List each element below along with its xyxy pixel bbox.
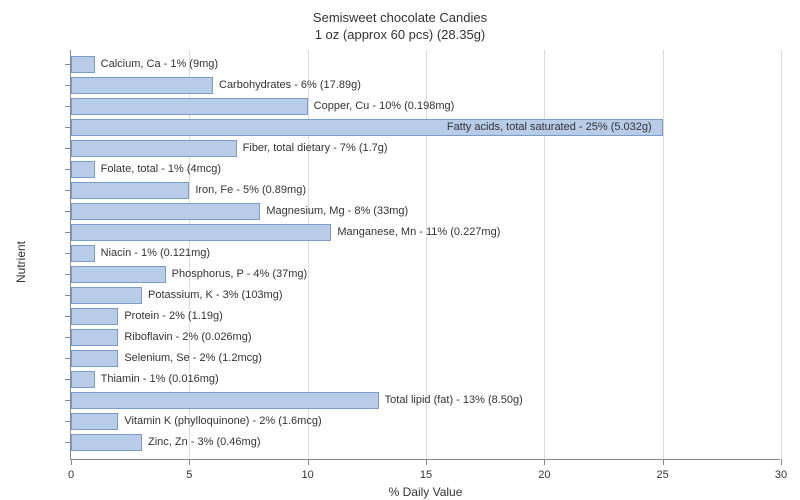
x-tick	[71, 459, 72, 465]
plot-area: Nutrient % Daily Value 051015202530Calci…	[70, 50, 780, 460]
bar	[71, 98, 308, 115]
bar	[71, 413, 118, 430]
bar	[71, 350, 118, 367]
bar-label: Folate, total - 1% (4mcg)	[101, 161, 221, 178]
y-axis-label: Nutrient	[14, 240, 28, 282]
x-tick	[544, 459, 545, 465]
bar-label: Niacin - 1% (0.121mg)	[101, 245, 210, 262]
bar-label: Iron, Fe - 5% (0.89mg)	[195, 182, 306, 199]
bar	[71, 308, 118, 325]
chart-container: Semisweet chocolate Candies 1 oz (approx…	[0, 0, 800, 500]
bar-label: Riboflavin - 2% (0.026mg)	[124, 329, 251, 346]
bar	[71, 140, 237, 157]
bar-label: Carbohydrates - 6% (17.89g)	[219, 77, 361, 94]
chart-title-line1: Semisweet chocolate Candies	[313, 10, 487, 25]
x-tick-label: 20	[538, 469, 550, 481]
bar	[71, 392, 379, 409]
chart-title: Semisweet chocolate Candies 1 oz (approx…	[0, 10, 800, 44]
bar	[71, 224, 331, 241]
bar	[71, 56, 95, 73]
bar-label: Potassium, K - 3% (103mg)	[148, 287, 283, 304]
bar-label: Phosphorus, P - 4% (37mg)	[172, 266, 308, 283]
gridline	[663, 50, 664, 459]
x-tick	[781, 459, 782, 465]
bar-label: Manganese, Mn - 11% (0.227mg)	[337, 224, 500, 241]
bar	[71, 161, 95, 178]
bar-label: Zinc, Zn - 3% (0.46mg)	[148, 434, 260, 451]
bar	[71, 77, 213, 94]
x-tick-label: 5	[186, 469, 192, 481]
bar-label: Copper, Cu - 10% (0.198mg)	[314, 98, 455, 115]
x-tick-label: 25	[657, 469, 669, 481]
x-tick-label: 0	[68, 469, 74, 481]
bar-label: Vitamin K (phylloquinone) - 2% (1.6mcg)	[124, 413, 321, 430]
bar-label: Total lipid (fat) - 13% (8.50g)	[385, 392, 523, 409]
bar	[71, 329, 118, 346]
x-tick-label: 15	[420, 469, 432, 481]
x-tick-label: 10	[302, 469, 314, 481]
gridline	[544, 50, 545, 459]
bar-label: Protein - 2% (1.19g)	[124, 308, 222, 325]
gridline	[781, 50, 782, 459]
chart-title-line2: 1 oz (approx 60 pcs) (28.35g)	[315, 27, 486, 42]
bar	[71, 266, 166, 283]
bar	[71, 245, 95, 262]
bar-label: Fiber, total dietary - 7% (1.7g)	[243, 140, 388, 157]
bar-label: Calcium, Ca - 1% (9mg)	[101, 56, 218, 73]
x-tick	[663, 459, 664, 465]
bar-label: Selenium, Se - 2% (1.2mcg)	[124, 350, 262, 367]
bar	[71, 287, 142, 304]
bar-label: Magnesium, Mg - 8% (33mg)	[266, 203, 408, 220]
x-tick	[426, 459, 427, 465]
bar	[71, 371, 95, 388]
x-tick	[189, 459, 190, 465]
bar	[71, 203, 260, 220]
x-axis-label: % Daily Value	[389, 485, 463, 499]
bar-label: Fatty acids, total saturated - 25% (5.03…	[447, 119, 652, 136]
bar-label: Thiamin - 1% (0.016mg)	[101, 371, 219, 388]
bar	[71, 434, 142, 451]
bar	[71, 182, 189, 199]
x-tick	[308, 459, 309, 465]
x-tick-label: 30	[775, 469, 787, 481]
